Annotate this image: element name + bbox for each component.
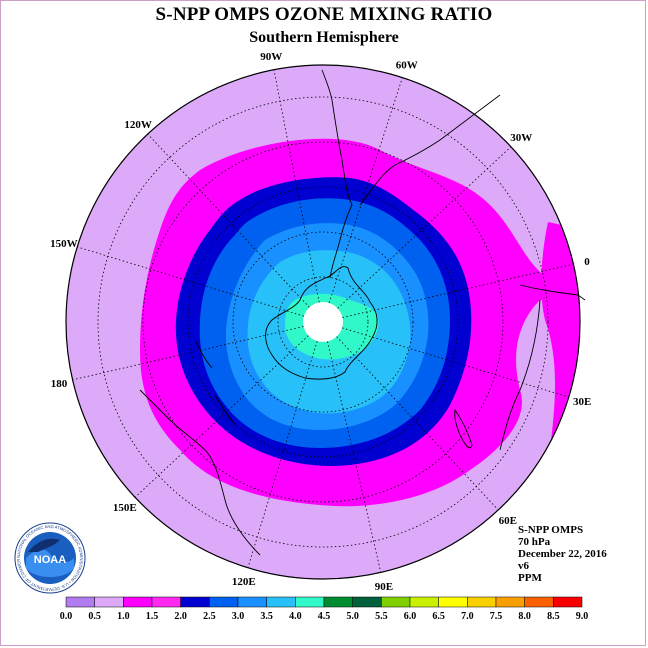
- east-africa: [499, 299, 541, 451]
- latitude-circle-70: [232, 231, 414, 413]
- longitude-label: 120E: [232, 576, 256, 588]
- map-boundary: [65, 64, 581, 580]
- longitude-label: 180: [51, 378, 68, 390]
- meridian-line: [327, 341, 382, 573]
- graticule: [72, 69, 574, 573]
- meridians: [72, 69, 574, 573]
- antarctica-coast: [265, 266, 378, 380]
- latitude-circle-40: [97, 96, 549, 548]
- antarctic-peninsula: [329, 204, 353, 279]
- longitude-label: 120W: [124, 119, 152, 131]
- ozone-field: [66, 65, 580, 579]
- latitude-circle-60: [187, 186, 459, 458]
- latitude-circle-50: [142, 141, 504, 503]
- info-units: PPM: [518, 572, 542, 584]
- page-subtitle: Southern Hemisphere: [249, 29, 399, 46]
- longitude-label: 60W: [396, 59, 418, 71]
- longitude-label: 90W: [260, 51, 282, 63]
- meridian-line: [342, 327, 569, 398]
- info-level: 70 hPa: [518, 536, 551, 548]
- latitude-circle-80: [277, 276, 369, 368]
- meridian-line: [247, 341, 318, 568]
- new-zealand: [194, 339, 236, 426]
- logo-text: NOAA: [34, 554, 66, 566]
- longitude-label: 150E: [113, 502, 137, 514]
- coastlines: [139, 69, 586, 556]
- noaa-logo: NOAA NATIONAL OCEANIC AND ATMOSPHERIC AD…: [14, 522, 86, 594]
- pole-hole: [303, 302, 343, 342]
- australia-coast: [139, 389, 261, 556]
- longitude-label: 30E: [573, 396, 591, 408]
- meridian-line: [342, 263, 574, 318]
- meridian-line: [273, 69, 320, 303]
- longitude-label: 90E: [375, 581, 393, 593]
- info-date: December 22, 2016: [518, 548, 607, 560]
- page-title: S-NPP OMPS OZONE MIXING RATIO: [155, 4, 493, 25]
- madagascar: [454, 408, 473, 449]
- longitude-label: 0: [584, 256, 590, 268]
- south-america-east: [359, 94, 501, 206]
- longitude-label: 150W: [50, 238, 78, 250]
- longitude-label: 30W: [510, 132, 532, 144]
- longitude-labels: 90W 60W 30W 0 30E 60E 90E 120E 150E 180 150W 120W: [50, 51, 591, 593]
- south-america-coast: [321, 69, 353, 206]
- info-block: S-NPP OMPS 70 hPa December 22, 2016 v6 P…: [518, 524, 607, 584]
- info-instrument: S-NPP OMPS: [518, 524, 584, 536]
- africa-coast: [519, 284, 586, 301]
- longitude-label: 60E: [499, 515, 517, 527]
- info-version: v6: [518, 560, 529, 572]
